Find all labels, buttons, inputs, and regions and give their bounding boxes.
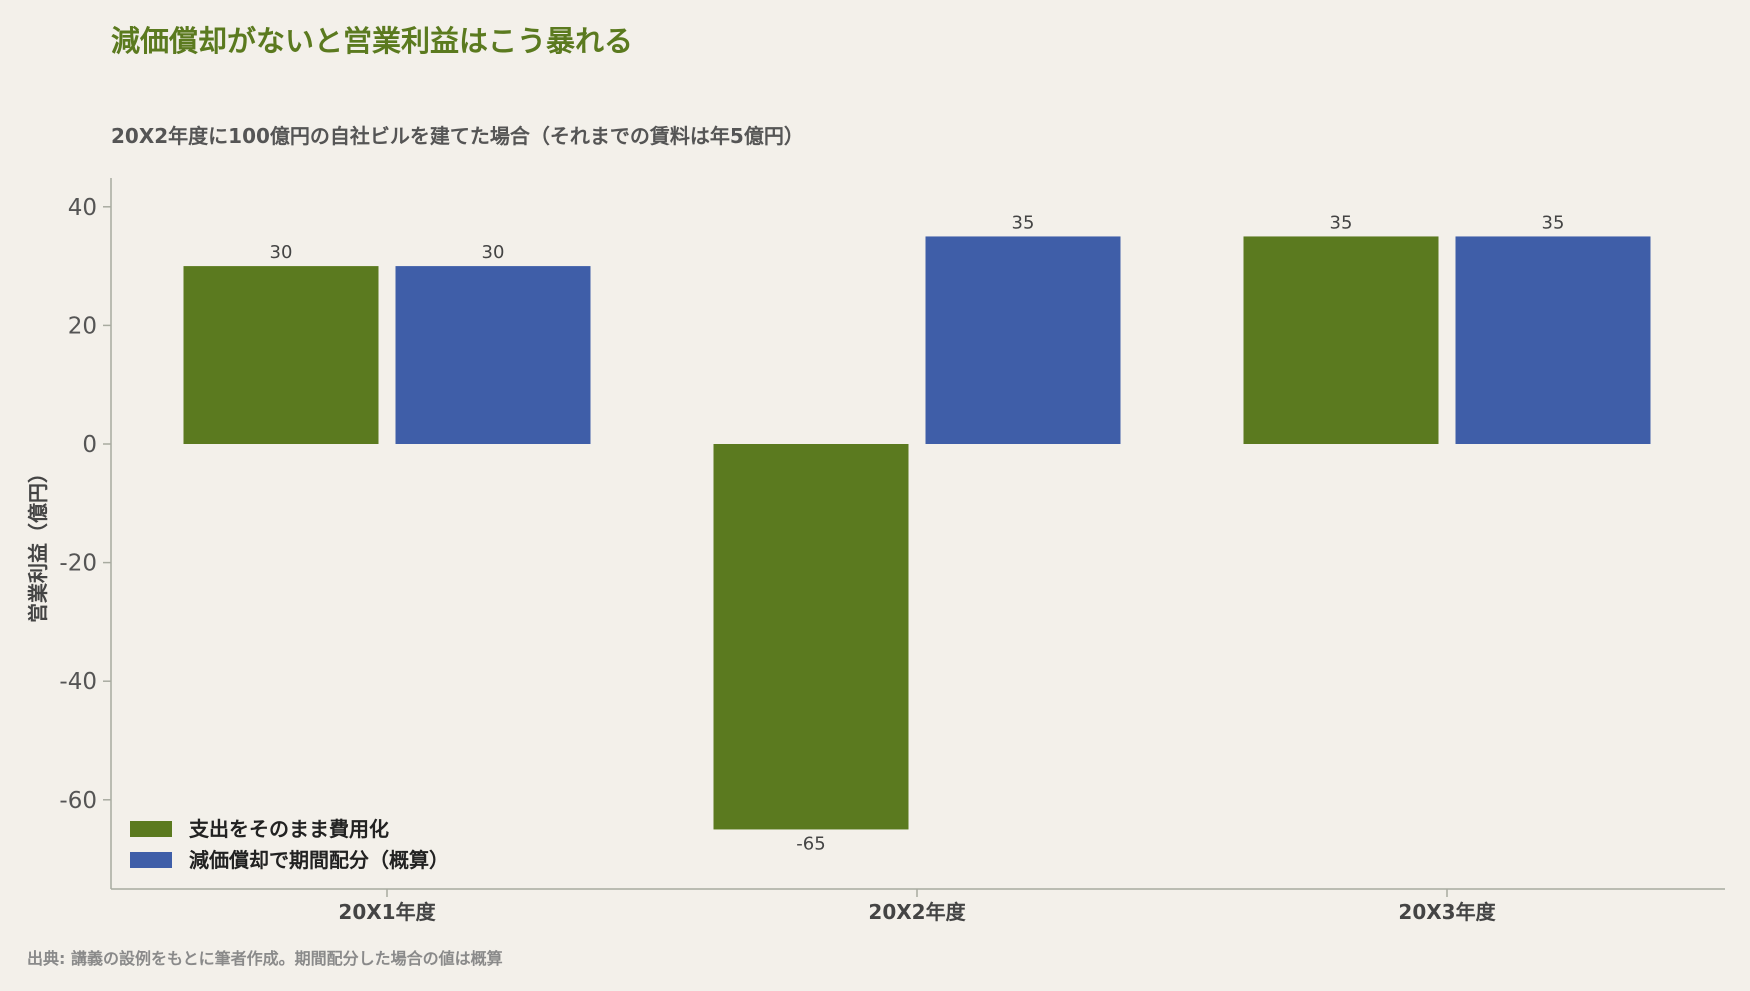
x-tick-label: 20X2年度 xyxy=(868,900,966,924)
y-tick-label: 20 xyxy=(68,313,97,339)
y-tick-label: -20 xyxy=(59,551,97,577)
y-tick-label: -60 xyxy=(59,788,97,814)
data-label: 35 xyxy=(1542,212,1565,233)
legend-swatch xyxy=(130,821,172,837)
legend-swatch xyxy=(130,852,172,868)
bar xyxy=(713,444,909,830)
bar xyxy=(1243,236,1439,444)
chart-title: 減価償却がないと営業利益はこう暴れる xyxy=(111,24,634,58)
y-tick-label: -40 xyxy=(59,669,97,695)
data-label: -65 xyxy=(796,833,825,854)
y-tick-label: 0 xyxy=(82,432,97,458)
data-labels: 30 30 -65 35 35 35 xyxy=(270,212,1565,854)
y-axis-title: 営業利益（億円） xyxy=(26,463,50,623)
bar xyxy=(925,236,1121,444)
legend-label: 減価償却で期間配分（概算） xyxy=(189,848,449,872)
bar xyxy=(183,266,379,444)
bar xyxy=(395,266,591,444)
bars xyxy=(183,236,1651,830)
bar xyxy=(1455,236,1651,444)
data-label: 35 xyxy=(1330,212,1353,233)
x-tick-label: 20X1年度 xyxy=(338,900,436,924)
data-label: 35 xyxy=(1012,212,1035,233)
y-tick-label: 40 xyxy=(68,195,97,221)
legend-label: 支出をそのまま費用化 xyxy=(189,817,389,841)
axes: 40 20 0 -20 -40 -60 20X1年度 20X2年度 20X3年度 xyxy=(59,178,1725,924)
data-label: 30 xyxy=(482,242,505,263)
source-note: 出典: 講義の設例をもとに筆者作成。期間配分した場合の値は概算 xyxy=(27,949,503,968)
data-label: 30 xyxy=(270,242,293,263)
chart-subtitle: 20X2年度に100億円の自社ビルを建てた場合（それまでの賃料は年5億円） xyxy=(111,124,804,148)
x-tick-label: 20X3年度 xyxy=(1398,900,1496,924)
